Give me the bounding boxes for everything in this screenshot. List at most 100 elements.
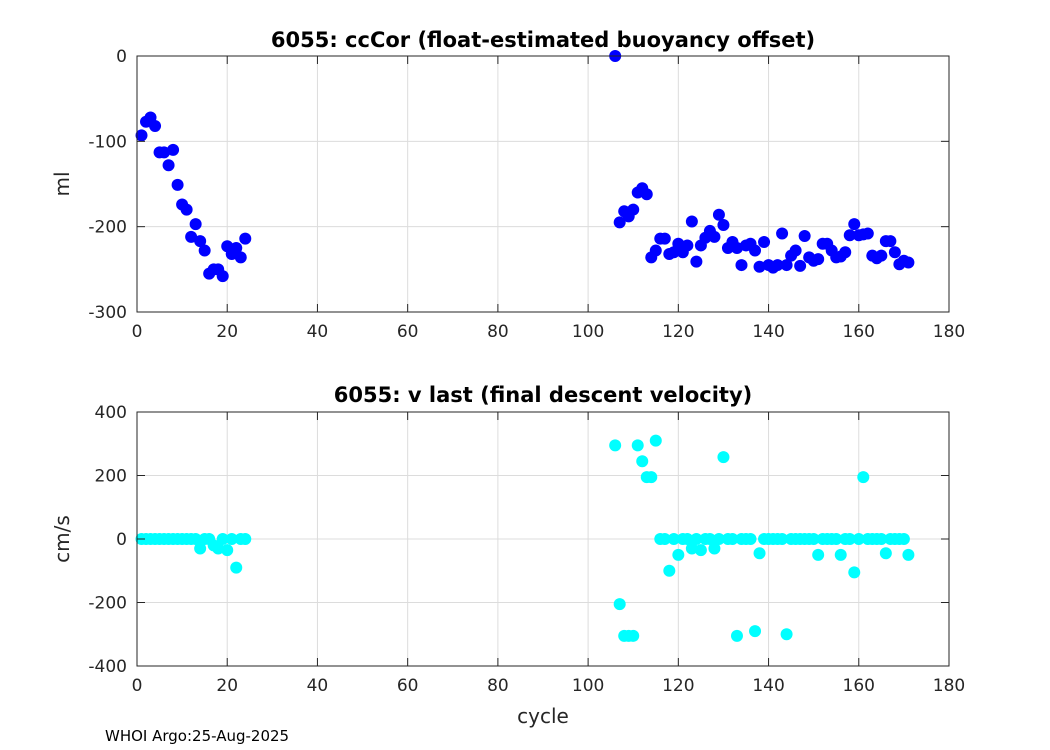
point-vlast-48 [717,451,730,464]
point-vlast-42 [690,533,703,545]
point-cccor-62 [780,259,793,272]
xtick-label-vlast-120: 120 [662,676,694,696]
xtick-label-cccor-100: 100 [572,322,604,342]
point-cccor-5 [158,146,171,159]
ytick-label-vlast-0: 0 [116,530,127,550]
axes-box-cccor [136,55,950,313]
point-cccor-35 [658,232,671,245]
xtick-label-cccor-120: 120 [662,322,694,342]
point-cccor-31 [640,188,653,201]
xtick-label-vlast-20: 20 [216,676,238,696]
point-cccor-57 [758,236,771,249]
point-vlast-35 [658,533,671,545]
point-cccor-28 [627,203,640,216]
xtick-label-cccor-0: 0 [132,322,143,342]
point-vlast-77 [848,566,861,579]
point-cccor-7 [167,143,180,156]
points-vlast [135,434,915,642]
xtick-label-cccor-180: 180 [933,322,965,342]
point-cccor-75 [839,246,852,259]
point-cccor-47 [712,208,725,221]
point-cccor-66 [798,230,811,243]
point-vlast-13 [194,542,207,555]
point-cccor-6 [162,159,175,172]
point-cccor-69 [812,253,825,266]
point-cccor-55 [749,244,762,257]
point-cccor-42 [690,255,703,268]
title-cccor: 6055: ccCor (float-estimated buoyancy of… [271,28,815,52]
xtick-label-vlast-40: 40 [307,676,329,696]
xtick-label-vlast-60: 60 [397,676,419,696]
xtick-label-vlast-0: 0 [132,676,143,696]
footer-timestamp: WHOI Argo:25-Aug-2025 [105,727,289,745]
point-cccor-85 [884,235,897,248]
point-cccor-46 [708,230,721,243]
point-cccor-86 [888,246,901,259]
xtick-label-vlast-160: 160 [843,676,875,696]
point-vlast-28 [627,629,640,642]
point-cccor-25 [613,216,626,229]
point-vlast-21 [230,561,243,574]
ytick-label-vlast-200: 200 [95,467,127,487]
xtick-label-vlast-80: 80 [487,676,509,696]
point-cccor-22 [234,251,247,264]
ytick-label-cccor--100: -100 [88,132,127,152]
point-vlast-74 [834,548,847,561]
plot-area-cccor [137,56,949,312]
point-vlast-17 [212,542,225,555]
point-cccor-41 [685,215,698,228]
point-cccor-83 [875,249,888,262]
point-cccor-0 [135,129,148,142]
ticks-cccor: 0 20 40 60 80 100 120 140 160 180 -300 -200 -100 0 [88,47,965,342]
xtick-label-cccor-40: 40 [307,322,329,342]
point-vlast-54 [744,533,757,545]
xtick-label-vlast-180: 180 [933,676,965,696]
point-cccor-14 [198,244,211,257]
point-vlast-45 [703,533,716,545]
point-vlast-88 [897,533,910,545]
xtick-label-cccor-80: 80 [487,322,509,342]
point-vlast-20 [225,533,238,545]
point-cccor-12 [189,218,202,231]
point-vlast-56 [753,547,766,560]
point-vlast-29 [631,439,644,452]
point-vlast-40 [681,533,694,545]
point-cccor-60 [771,259,784,272]
point-cccor-61 [776,227,789,240]
point-cccor-64 [789,244,802,257]
ytick-label-cccor-0: 0 [116,47,127,67]
point-cccor-89 [902,256,915,269]
point-cccor-52 [735,259,748,272]
point-vlast-61 [776,533,789,545]
point-cccor-40 [681,239,694,252]
ylabel-vlast: cm/s [50,515,74,563]
xtick-label-cccor-160: 160 [843,322,875,342]
point-cccor-65 [794,259,807,272]
point-vlast-19 [221,544,234,557]
ytick-label-vlast--400: -400 [88,657,127,677]
point-vlast-73 [830,533,843,545]
point-cccor-76 [843,229,856,242]
point-vlast-76 [843,533,856,545]
point-vlast-23 [239,533,252,545]
point-vlast-46 [708,542,721,555]
point-vlast-83 [875,533,888,545]
point-cccor-18 [216,270,229,283]
point-cccor-48 [717,218,730,231]
point-vlast-68 [807,533,820,545]
point-vlast-37 [667,533,680,545]
point-vlast-50 [726,533,739,545]
point-vlast-32 [645,471,658,484]
point-cccor-10 [180,203,193,216]
xtick-label-cccor-140: 140 [752,322,784,342]
point-vlast-47 [712,533,725,545]
point-vlast-41 [685,542,698,555]
point-cccor-77 [848,218,861,231]
title-vlast: 6055: v last (final descent velocity) [334,383,752,407]
point-vlast-89 [902,548,915,561]
point-cccor-80 [861,227,874,240]
point-vlast-78 [852,533,865,545]
point-cccor-56 [753,260,766,273]
xtick-label-vlast-100: 100 [572,676,604,696]
point-cccor-21 [230,242,243,254]
